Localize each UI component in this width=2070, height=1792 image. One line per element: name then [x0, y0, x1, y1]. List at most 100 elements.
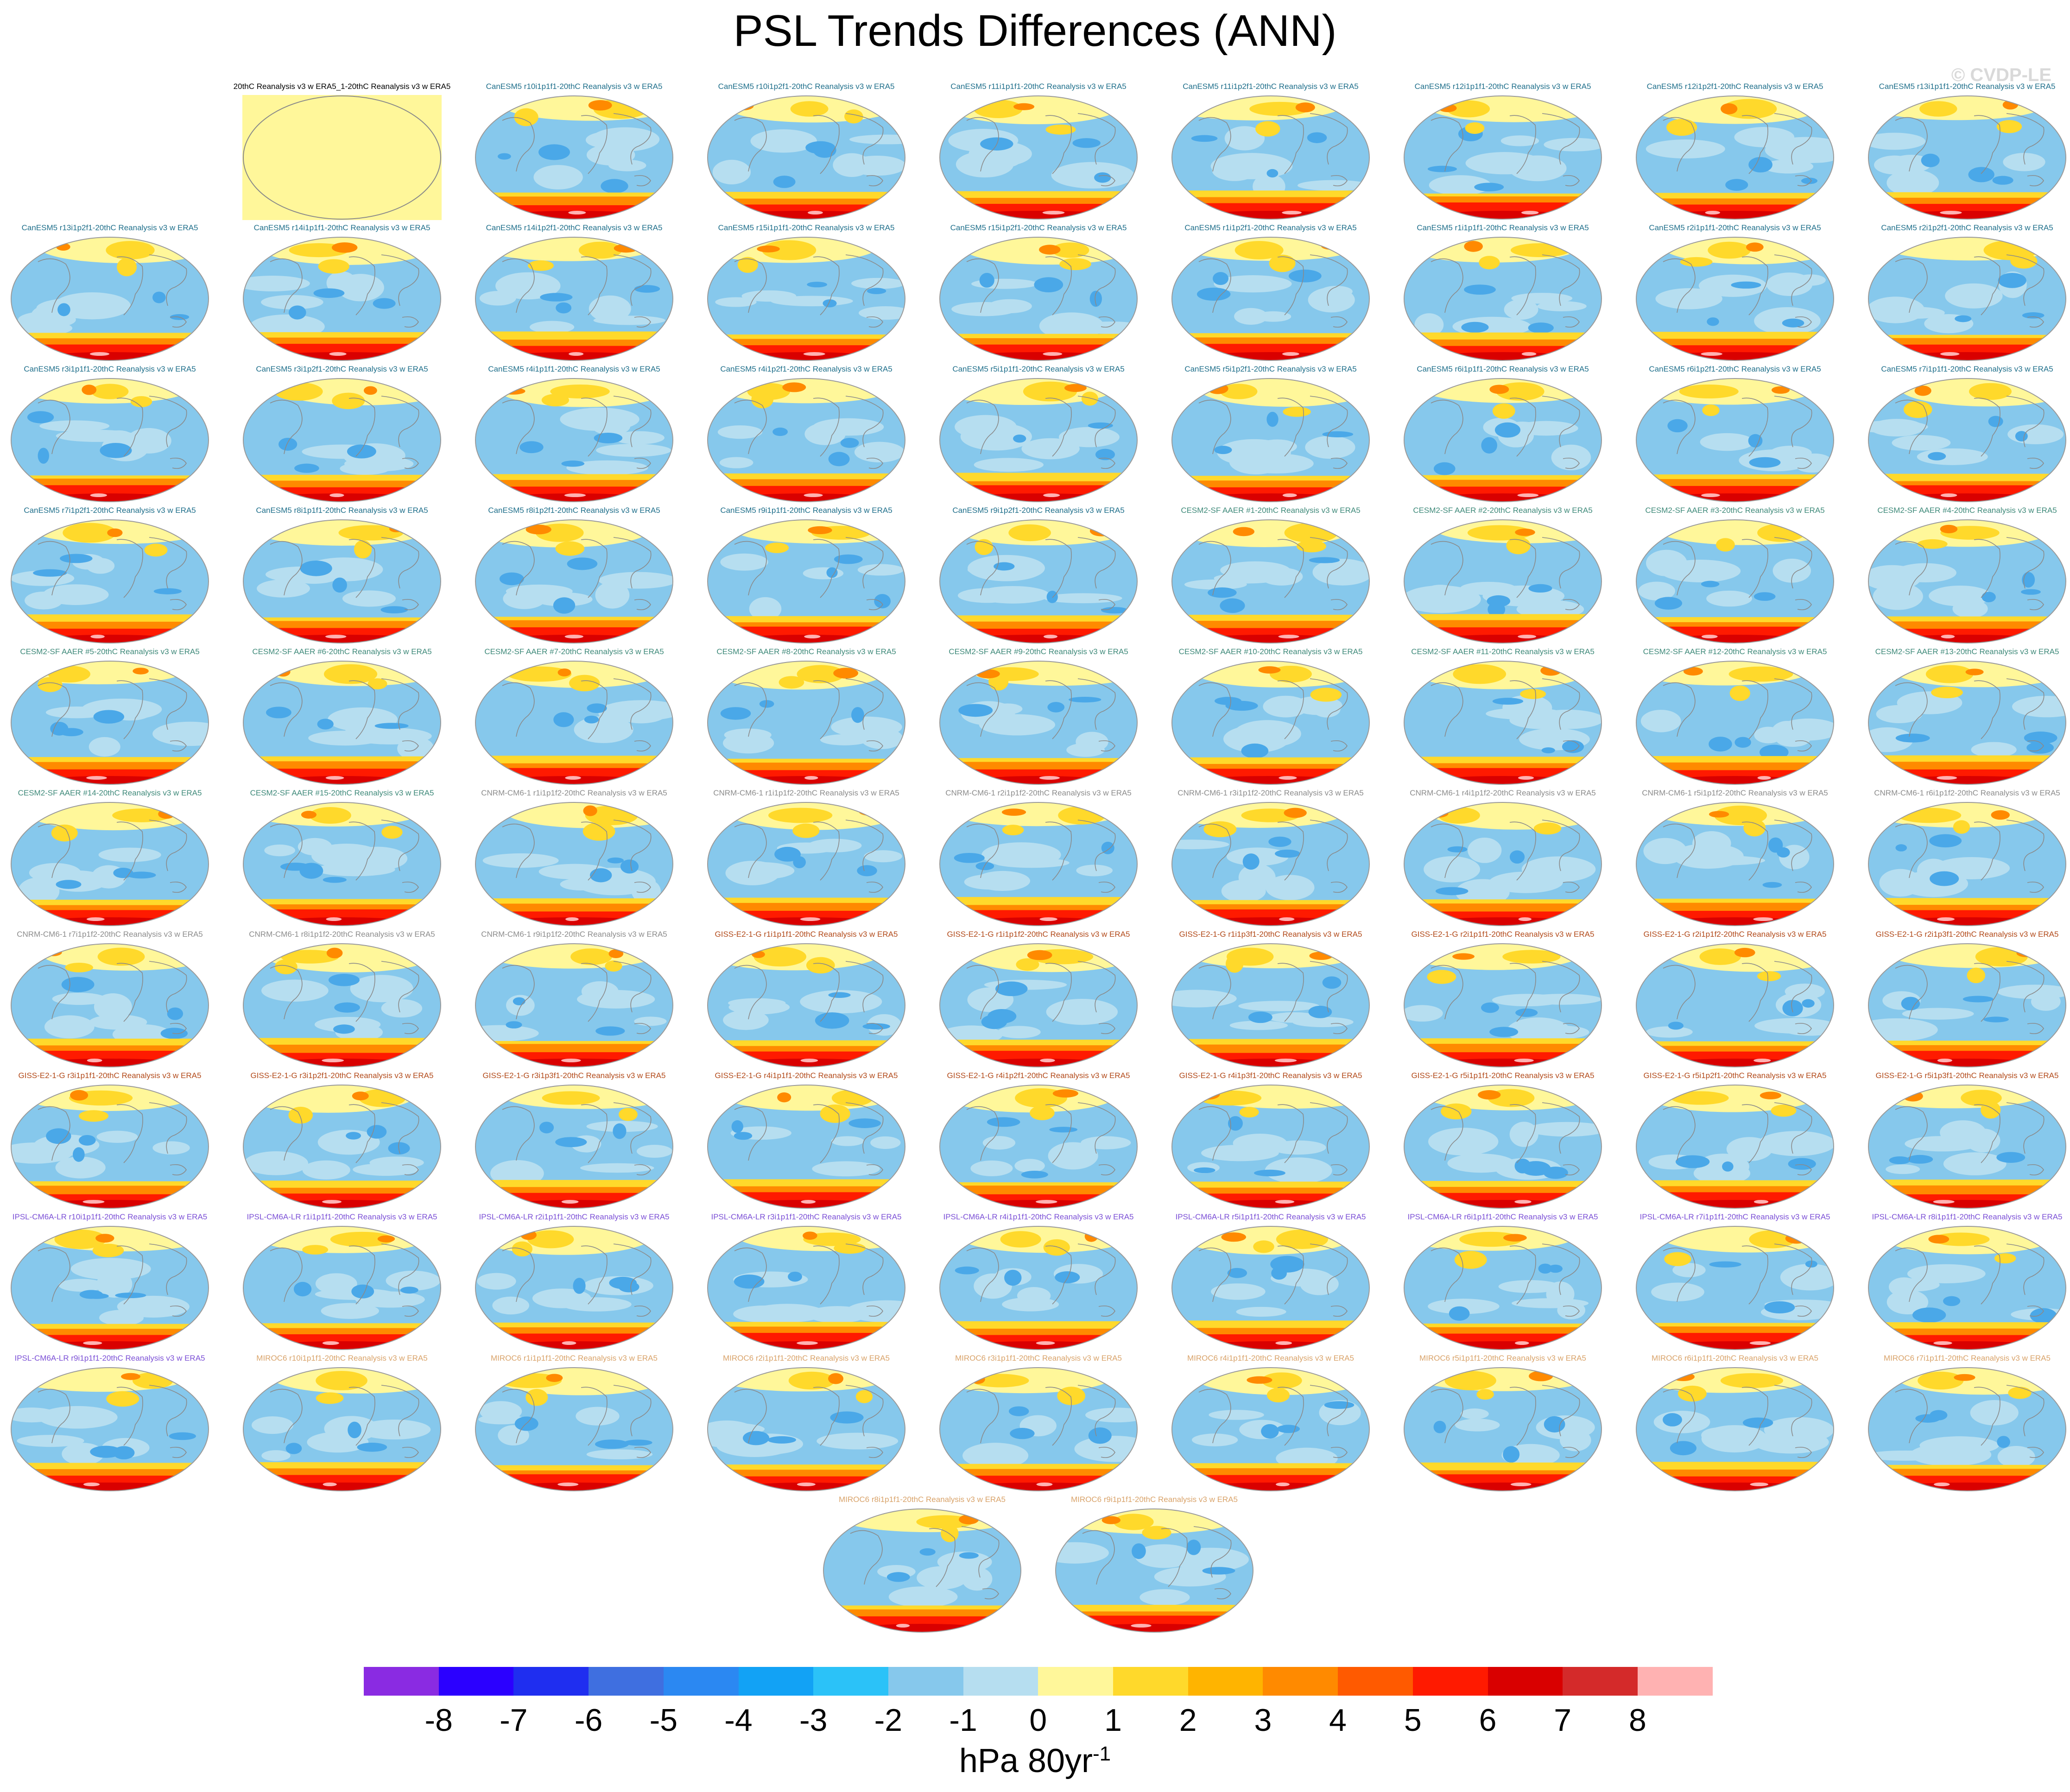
- map-outline: [939, 519, 1138, 644]
- map-outline: [243, 802, 441, 926]
- coastlines: [1663, 396, 1812, 469]
- panel-label: IPSL-CM6A-LR r6i1p1f1-20thC Reanalysis v…: [1407, 1212, 1598, 1221]
- colorbar-tick-label: -2: [874, 1703, 903, 1738]
- coastlines: [502, 1243, 652, 1317]
- panel-label: CanESM5 r11i1p2f1-20thC Reanalysis v3 w …: [1183, 82, 1359, 91]
- panel-label: CESM2-SF AAER #14-20thC Reanalysis v3 w …: [18, 789, 202, 797]
- colorbar-swatch: [813, 1667, 889, 1696]
- map-panel: [823, 1508, 1021, 1633]
- panel-label: CanESM5 r12i1p1f1-20thC Reanalysis v3 w …: [1414, 82, 1591, 91]
- panel-label: CanESM5 r5i1p1f1-20thC Reanalysis v3 w E…: [952, 365, 1125, 373]
- coastlines: [1663, 1243, 1812, 1317]
- map-outline: [1868, 237, 2066, 361]
- map-outline: [475, 237, 673, 361]
- map-outline: [707, 237, 905, 361]
- panel-label: CNRM-CM6-1 r5i1p1f2-20thC Reanalysis v3 …: [1642, 789, 1828, 797]
- map-outline: [475, 95, 673, 220]
- map-outline: [1404, 802, 1602, 926]
- panel-label: MIROC6 r7i1p1f1-20thC Reanalysis v3 w ER…: [1884, 1354, 2051, 1363]
- coastlines: [38, 1102, 187, 1176]
- panel-label: MIROC6 r5i1p1f1-20thC Reanalysis v3 w ER…: [1419, 1354, 1586, 1363]
- map-panel: [707, 943, 905, 1067]
- map-panel: [1868, 237, 2066, 361]
- map-outline: [1868, 802, 2066, 926]
- coastlines: [1431, 254, 1580, 328]
- map-panel: [11, 1085, 209, 1209]
- colorbar-tick-label: 4: [1329, 1703, 1347, 1738]
- map-panel: [707, 1367, 905, 1491]
- coastlines: [1431, 1102, 1580, 1176]
- coastlines: [734, 1102, 884, 1176]
- map-outline: [1636, 1085, 1834, 1209]
- map-outline: [1636, 1226, 1834, 1350]
- coastlines: [1663, 1102, 1812, 1176]
- panel-label: IPSL-CM6A-LR r4i1p1f1-20thC Reanalysis v…: [943, 1212, 1134, 1221]
- map-panel: [475, 1226, 673, 1350]
- map-panel: [475, 378, 673, 502]
- coastlines: [966, 254, 1116, 328]
- units-exponent: -1: [1093, 1742, 1111, 1765]
- map-panel: [1171, 1367, 1370, 1491]
- map-outline: [939, 378, 1138, 502]
- panel-label: GISS-E2-1-G r2i1p1f2-20thC Reanalysis v3…: [1643, 930, 1827, 939]
- trend-field: [475, 1226, 673, 1350]
- trend-field: [1172, 1085, 1369, 1208]
- coastlines: [1895, 537, 2045, 611]
- coastlines: [1895, 396, 2045, 469]
- coastlines: [270, 254, 419, 328]
- trend-field: [475, 237, 673, 360]
- map-outline: [475, 1226, 673, 1350]
- map-outline: [1404, 661, 1602, 785]
- colorbar-swatch: [364, 1667, 439, 1696]
- panel-label: MIROC6 r10i1p1f1-20thC Reanalysis v3 w E…: [256, 1354, 428, 1363]
- map-panel: [939, 1367, 1138, 1491]
- map-outline: [11, 378, 209, 502]
- map-outline: [11, 519, 209, 644]
- panel-label: CESM2-SF AAER #15-20thC Reanalysis v3 w …: [250, 789, 434, 797]
- panel-label: CNRM-CM6-1 r3i1p1f2-20thC Reanalysis v3 …: [1177, 789, 1364, 797]
- map-outline: [707, 519, 905, 644]
- panel-label: CanESM5 r9i1p1f1-20thC Reanalysis v3 w E…: [720, 506, 893, 515]
- map-panel: [1868, 1085, 2066, 1209]
- map-panel: [11, 1367, 209, 1491]
- trend-field: [475, 379, 673, 502]
- coastlines: [38, 820, 187, 893]
- panel-label: GISS-E2-1-G r2i1p3f1-20thC Reanalysis v3…: [1875, 930, 2059, 939]
- coastlines: [502, 396, 652, 469]
- coastlines: [1895, 254, 2045, 328]
- map-panel: [707, 519, 905, 644]
- panel-label: CNRM-CM6-1 r1i1p1f2-20thC Reanalysis v3 …: [713, 789, 899, 797]
- coastlines: [966, 820, 1116, 893]
- coastlines: [1431, 1385, 1580, 1458]
- panel-label: CNRM-CM6-1 r2i1p1f2-20thC Reanalysis v3 …: [945, 789, 1132, 797]
- panel-label: GISS-E2-1-G r5i1p3f1-20thC Reanalysis v3…: [1875, 1071, 2059, 1080]
- panel-label: CNRM-CM6-1 r7i1p1f2-20thC Reanalysis v3 …: [17, 930, 203, 939]
- map-outline: [243, 378, 441, 502]
- coastlines: [1431, 678, 1580, 752]
- map-panel: [707, 661, 905, 785]
- map-outline: [707, 1367, 905, 1491]
- panel-label: CanESM5 r2i1p1f1-20thC Reanalysis v3 w E…: [1649, 223, 1821, 232]
- watermark: © CVDP-LE: [1951, 65, 2051, 85]
- colorbar-tick-label: -3: [799, 1703, 828, 1738]
- map-panel: [1868, 1367, 2066, 1491]
- panel-label: CESM2-SF AAER #9-20thC Reanalysis v3 w E…: [949, 647, 1128, 656]
- map-outline: [11, 661, 209, 785]
- map-outline: [939, 1226, 1138, 1350]
- map-panel: [1404, 802, 1602, 926]
- map-outline: [243, 237, 441, 361]
- coastlines: [502, 820, 652, 893]
- coastlines: [1663, 254, 1812, 328]
- coastlines: [734, 678, 884, 752]
- panel-label: CanESM5 r4i1p1f1-20thC Reanalysis v3 w E…: [488, 365, 660, 373]
- panel-label: CanESM5 r11i1p1f1-20thC Reanalysis v3 w …: [950, 82, 1127, 91]
- colorbar-swatch: [513, 1667, 589, 1696]
- coastlines: [1895, 678, 2045, 752]
- map-panel: [11, 519, 209, 644]
- map-outline: [11, 1226, 209, 1350]
- colorbar-swatch: [1563, 1667, 1638, 1696]
- map-panel: [1404, 1367, 1602, 1491]
- panel-label: MIROC6 r8i1p1f1-20thC Reanalysis v3 w ER…: [839, 1495, 1006, 1504]
- map-outline: [707, 802, 905, 926]
- panel-label: CanESM5 r10i1p1f1-20thC Reanalysis v3 w …: [486, 82, 663, 91]
